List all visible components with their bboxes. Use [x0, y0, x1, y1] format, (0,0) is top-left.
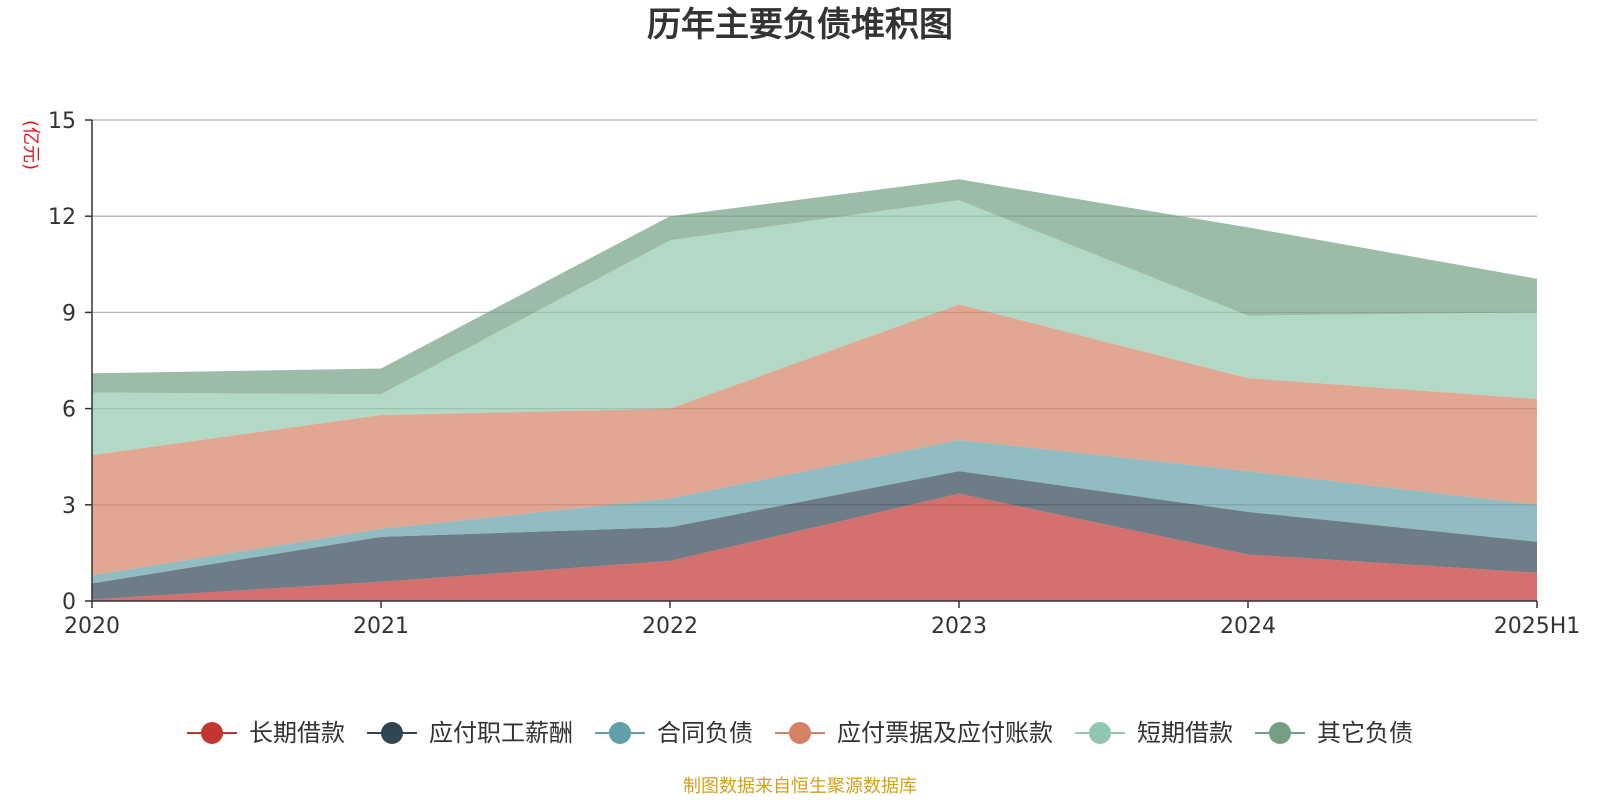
legend-item[interactable]: 其它负债: [1255, 719, 1413, 747]
legend-item[interactable]: 应付票据及应付账款: [775, 719, 1053, 747]
area-series-6: [92, 179, 1537, 395]
legend-label: 其它负债: [1317, 719, 1413, 747]
legend-dot-swatch: [1089, 722, 1111, 744]
legend-item[interactable]: 合同负债: [595, 719, 753, 747]
y-tick-label: 15: [48, 109, 76, 134]
legend-dot-swatch: [1269, 722, 1291, 744]
area-series-4: [92, 304, 1537, 576]
legend-label: 短期借款: [1137, 719, 1233, 747]
data-source-note: 制图数据来自恒生聚源数据库: [683, 776, 917, 797]
x-tick-label: 2020: [64, 614, 120, 639]
y-tick-label: 6: [62, 398, 76, 423]
legend-item[interactable]: 短期借款: [1075, 719, 1233, 747]
legend-dot-swatch: [201, 722, 223, 744]
x-tick-label: 2025H1: [1494, 614, 1581, 639]
area-series-5: [92, 200, 1537, 456]
x-tick-label: 2021: [353, 614, 409, 639]
chart-title: 历年主要负债堆积图: [647, 5, 953, 45]
x-tick-label: 2024: [1220, 614, 1276, 639]
legend-label: 应付职工薪酬: [429, 719, 573, 747]
area-series: [92, 179, 1537, 601]
legend-label: 应付票据及应付账款: [837, 719, 1053, 747]
legend-label: 长期借款: [249, 719, 345, 747]
area-series-1: [92, 493, 1537, 601]
y-tick-label: 3: [62, 494, 76, 519]
x-tick-label: 2023: [931, 614, 987, 639]
legend-item[interactable]: 应付职工薪酬: [367, 719, 573, 747]
area-series-3: [92, 440, 1537, 584]
y-tick-label: 12: [48, 205, 76, 230]
legend-item[interactable]: 长期借款: [187, 719, 345, 747]
legend-label: 合同负债: [657, 719, 753, 747]
legend-dot-swatch: [789, 722, 811, 744]
axes: 0 3 6 9 12 15 2020 2021 2022 2023 2024 2025H1: [48, 109, 1580, 639]
y-tick-label: 0: [62, 590, 76, 615]
legend[interactable]: 长期借款 应付职工薪酬 合同负债 应付票据及应付账款 短期借款 其它负债: [187, 719, 1413, 747]
legend-dot-swatch: [609, 722, 631, 744]
legend-dot-swatch: [381, 722, 403, 744]
x-tick-label: 2022: [642, 614, 698, 639]
y-tick-label: 9: [62, 301, 76, 326]
y-axis-unit-label: (亿元): [20, 120, 41, 170]
area-series-2: [92, 471, 1537, 600]
